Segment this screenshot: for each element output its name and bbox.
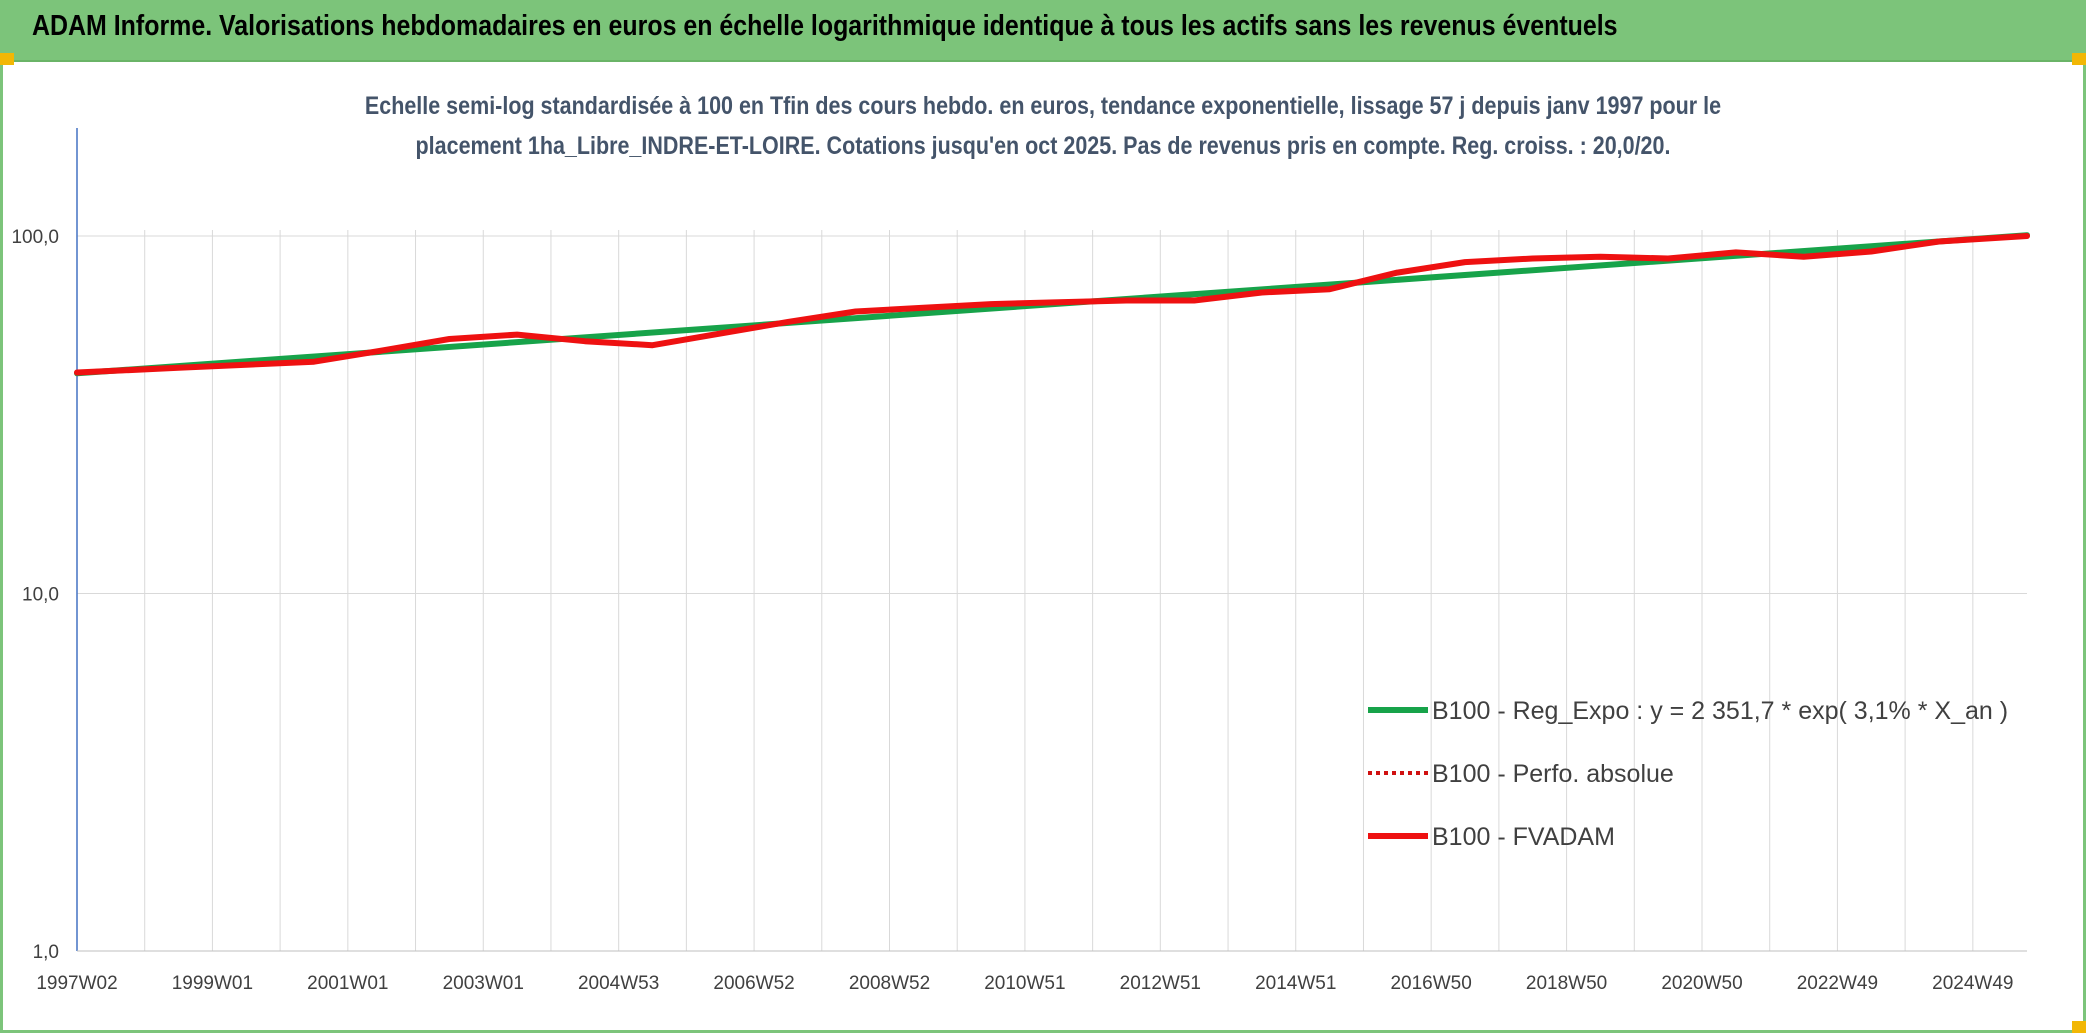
x-tick-label: 2003W01 bbox=[443, 973, 524, 994]
x-tick-label: 2020W50 bbox=[1661, 973, 1742, 994]
gridlines bbox=[77, 230, 2027, 952]
series-line-fvadam bbox=[74, 233, 2030, 376]
x-tick-label: 2006W52 bbox=[713, 973, 794, 994]
x-tick-label: 2016W50 bbox=[1390, 973, 1471, 994]
x-tick-label: 2008W52 bbox=[849, 973, 930, 994]
y-tick-label: 100,0 bbox=[11, 227, 59, 248]
x-tick-label: 2010W51 bbox=[984, 973, 1065, 994]
corner-accent-left bbox=[0, 53, 14, 65]
x-tick-label: 1999W01 bbox=[172, 973, 253, 994]
x-tick-label: 2024W49 bbox=[1932, 973, 2013, 994]
legend-label-fvadam: B100 - FVADAM bbox=[1432, 823, 1615, 851]
legend-label-reg: B100 - Reg_Expo : y = 2 351,7 * exp( 3,1… bbox=[1432, 697, 2008, 725]
corner-accent-bottom-right bbox=[2072, 1021, 2086, 1033]
chart-subtitle: Echelle semi-log standardisée à 100 en T… bbox=[160, 86, 1926, 166]
x-tick-label: 2012W51 bbox=[1120, 973, 1201, 994]
x-tick-label: 2018W50 bbox=[1526, 973, 1607, 994]
y-tick-label: 1,0 bbox=[33, 942, 59, 963]
x-tick-label: 2022W49 bbox=[1797, 973, 1878, 994]
page-title: ADAM Informe. Valorisations hebdomadaire… bbox=[32, 10, 1618, 42]
corner-accent-right bbox=[2072, 53, 2086, 65]
legend: B100 - Reg_Expo : y = 2 351,7 * exp( 3,1… bbox=[1368, 697, 2008, 851]
y-tick-label: 10,0 bbox=[22, 585, 59, 606]
legend-label-perfo: B100 - Perfo. absolue bbox=[1432, 760, 1674, 788]
x-tick-label: 2004W53 bbox=[578, 973, 659, 994]
x-tick-label: 2001W01 bbox=[307, 973, 388, 994]
x-tick-label: 1997W02 bbox=[36, 973, 117, 994]
x-tick-label: 2014W51 bbox=[1255, 973, 1336, 994]
title-bar: ADAM Informe. Valorisations hebdomadaire… bbox=[0, 0, 2086, 62]
chart-subtitle-line-1: Echelle semi-log standardisée à 100 en T… bbox=[364, 92, 1722, 120]
chart-subtitle-line-2: placement 1ha_Libre_INDRE-ET-LOIRE. Cota… bbox=[415, 132, 1671, 160]
